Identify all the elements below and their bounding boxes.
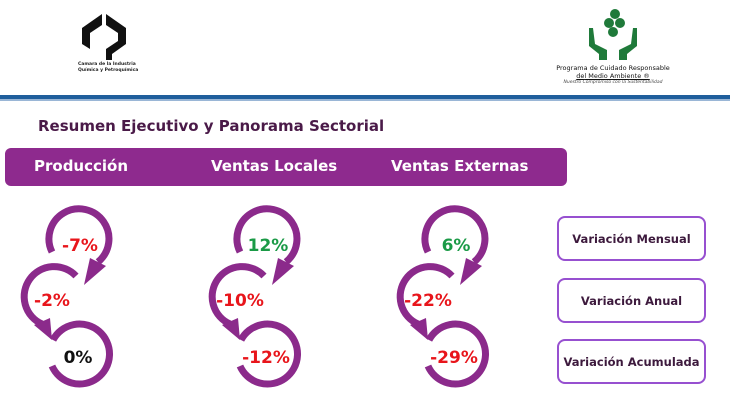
- arrow-head-icon: [410, 318, 428, 340]
- column-header-ventas-locales: Ventas Locales: [211, 157, 338, 175]
- variacion-mensual-value: 12%: [248, 236, 289, 256]
- cycle-arc-middle: [20, 263, 79, 328]
- cycle-arc-middle: [208, 263, 267, 328]
- header-rule-light: [0, 99, 730, 101]
- cycle-arc-top: [45, 205, 113, 265]
- cycle-group: 6% -22% -29%: [396, 205, 489, 388]
- arrow-head-icon: [460, 258, 482, 285]
- cycle-group: 12% -10% -12%: [208, 205, 301, 388]
- column-header-bar: Producción Ventas Locales Ventas Externa…: [5, 148, 567, 186]
- cycle-group: -7% -2% 0%: [20, 205, 113, 388]
- logo-right-caption-2: del Medio Ambiente ®: [576, 72, 650, 80]
- cycle-arc-bottom: [424, 320, 489, 388]
- arrow-head-icon: [34, 318, 52, 340]
- arrow-head-icon: [84, 258, 106, 285]
- logo-left-caption-1: Camara de la Industria: [78, 62, 136, 67]
- variacion-acumulada-value: -29%: [430, 348, 478, 368]
- column-header-produccion: Producción: [34, 157, 129, 175]
- logo-right-caption-3: Nuestro Compromiso con la Sustentabilida…: [563, 80, 663, 85]
- cycle-arc-top: [233, 205, 301, 265]
- column-header-ventas-externas: Ventas Externas: [391, 157, 529, 175]
- variacion-anual-value: -2%: [34, 291, 70, 311]
- variacion-anual-value: -22%: [404, 291, 452, 311]
- ciqyp-logo: Camara de la Industria Química y Petroqu…: [78, 14, 148, 74]
- variacion-mensual-value: -7%: [62, 236, 98, 256]
- logo-left-caption-2: Química y Petroquímica: [78, 68, 139, 73]
- cuidado-responsable-logo: Programa de Cuidado Responsable del Medi…: [548, 8, 678, 86]
- arrow-head-icon: [272, 258, 294, 285]
- cycle-arc-top: [421, 205, 489, 265]
- cycle-arc-bottom: [236, 320, 301, 388]
- variacion-acumulada-button[interactable]: Variación Acumulada: [557, 339, 706, 384]
- page-title: Resumen Ejecutivo y Panorama Sectorial: [38, 117, 385, 135]
- variacion-anual-button[interactable]: Variación Anual: [557, 278, 706, 323]
- variacion-mensual-button[interactable]: Variación Mensual: [557, 216, 706, 261]
- cycle-arc-bottom: [48, 320, 113, 388]
- hands-globe-logo-icon: [589, 9, 637, 60]
- variacion-acumulada-value: -12%: [242, 348, 290, 368]
- logo-right-caption-1: Programa de Cuidado Responsable: [556, 64, 670, 72]
- ciqyp-logo-mark-icon: [82, 14, 126, 60]
- variacion-mensual-value: 6%: [442, 236, 471, 256]
- variacion-anual-value: -10%: [216, 291, 264, 311]
- header-rule: [0, 95, 730, 99]
- variation-cycle-diagrams: -7% -2% 0% 12% -10% -12% 6% -22% -29%: [20, 205, 489, 388]
- variacion-acumulada-value: 0%: [64, 348, 93, 368]
- arrow-head-icon: [222, 318, 240, 340]
- cycle-arc-middle: [396, 263, 455, 328]
